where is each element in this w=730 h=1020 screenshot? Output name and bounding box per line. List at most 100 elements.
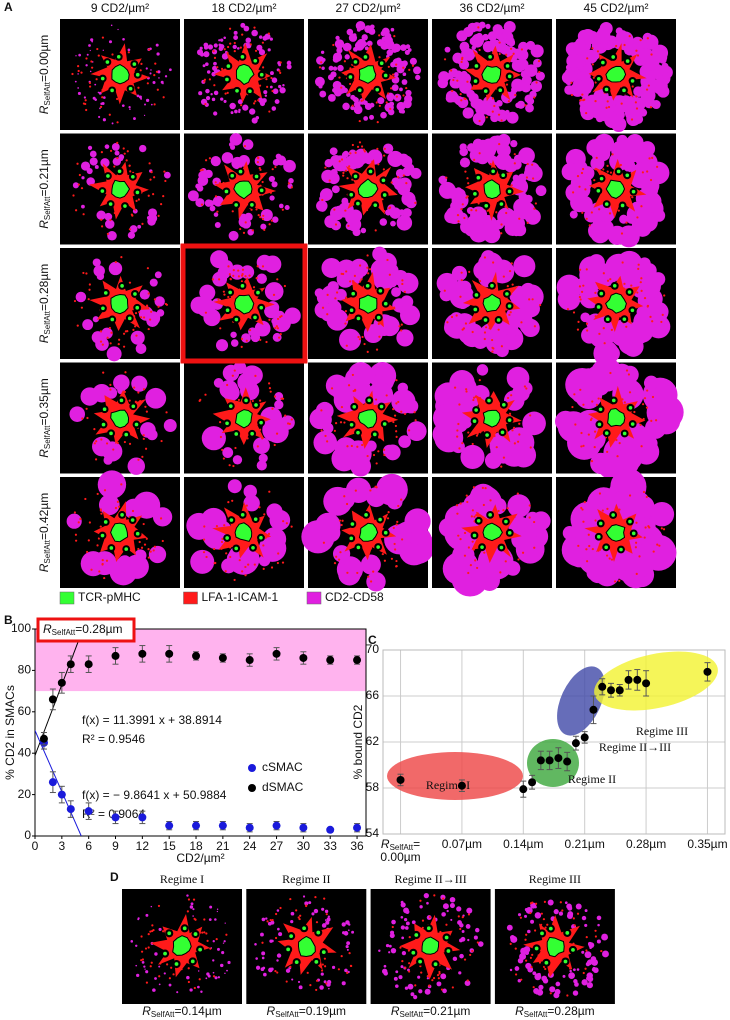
y-tick-label: 70	[366, 642, 380, 656]
tcr-microcluster	[227, 64, 231, 68]
tcr-microcluster	[241, 284, 245, 288]
data-point	[67, 660, 75, 668]
cd2-cluster	[145, 388, 166, 409]
cd2-cluster	[510, 935, 515, 940]
cd2-cluster	[526, 41, 535, 50]
cd2-cluster	[363, 116, 368, 121]
tcr-microcluster	[498, 88, 502, 92]
lfa-speck	[583, 972, 585, 974]
lfa-speck	[600, 950, 602, 952]
cd2-cluster	[488, 31, 498, 41]
lfa-speck	[397, 176, 399, 178]
tcr-microcluster	[259, 306, 263, 310]
data-point	[192, 652, 200, 660]
lfa-speck	[272, 168, 274, 170]
symbol: R	[37, 449, 51, 458]
lfa-speck	[646, 407, 648, 409]
lfa-speck	[232, 465, 234, 467]
lfa-speck	[78, 70, 80, 72]
lfa-speck	[414, 411, 416, 413]
tcr-microcluster	[501, 173, 505, 177]
cd2-cluster	[269, 195, 274, 200]
lfa-speck	[386, 394, 388, 396]
lfa-speck	[529, 504, 531, 506]
lfa-speck	[472, 443, 474, 445]
lfa-speck	[444, 58, 446, 60]
legend-marker	[248, 784, 256, 792]
lfa-speck	[505, 560, 507, 562]
cd2-cluster	[366, 572, 385, 591]
lfa-speck	[456, 436, 458, 438]
simulation-image	[432, 363, 552, 474]
lfa-speck	[378, 336, 380, 338]
cd2-cluster	[212, 959, 214, 961]
lfa-speck	[216, 66, 218, 68]
lfa-speck	[217, 298, 219, 300]
tcr-microcluster	[600, 177, 604, 181]
lfa-speck	[467, 431, 469, 433]
lfa-speck	[324, 435, 326, 437]
cd2-cluster	[562, 71, 575, 84]
cd2-cluster	[112, 122, 114, 124]
tcr-microcluster	[500, 546, 504, 550]
lfa-speck	[80, 72, 82, 74]
cd2-cluster	[311, 912, 314, 915]
tcr-microcluster	[101, 77, 105, 81]
tcr-microcluster	[110, 318, 114, 322]
lfa-speck	[482, 487, 484, 489]
lfa-speck	[580, 445, 582, 447]
lfa-speck	[98, 570, 100, 572]
cd2-cluster	[437, 981, 442, 986]
image-title: Regime III	[529, 872, 581, 886]
cd2-cluster	[579, 70, 590, 81]
tcr-microcluster	[352, 405, 356, 409]
cd2-cluster	[315, 302, 332, 319]
lfa-speck	[123, 333, 125, 335]
data-point	[353, 824, 361, 832]
cd2-cluster	[413, 66, 421, 74]
tcr-microcluster	[259, 421, 263, 425]
simulation-image	[371, 889, 491, 1004]
lfa-speck	[271, 408, 273, 410]
tcr-microcluster	[597, 77, 601, 81]
lfa-speck	[395, 560, 397, 562]
x-tick-label: 0.35µm	[687, 837, 727, 851]
data-point	[192, 822, 200, 830]
lfa-speck	[445, 924, 447, 926]
lfa-speck	[531, 164, 533, 166]
cd2-cluster	[75, 81, 77, 83]
lfa-speck	[101, 225, 103, 227]
lfa-speck	[386, 259, 388, 261]
x-tick-label: 33	[324, 839, 338, 853]
lfa-speck	[590, 419, 592, 421]
lfa-speck	[128, 51, 130, 53]
lfa-speck	[187, 910, 189, 912]
cd2-cluster	[535, 912, 541, 918]
cd2-cluster	[380, 218, 388, 226]
lfa-speck	[429, 916, 431, 918]
lfa-speck	[477, 26, 479, 28]
cd2-cluster	[226, 970, 228, 972]
lfa-speck	[123, 147, 125, 149]
cd2-cluster	[351, 931, 354, 934]
lfa-speck	[234, 369, 236, 371]
lfa-speck	[84, 498, 86, 500]
lfa-speck	[158, 975, 160, 977]
lfa-speck	[586, 323, 588, 325]
lfa-speck	[475, 209, 477, 211]
lfa-speck	[125, 330, 127, 332]
tcr-microcluster	[253, 316, 257, 320]
lfa-speck	[393, 35, 395, 37]
tcr-microcluster	[540, 932, 544, 936]
lfa-speck	[268, 32, 270, 34]
tcr-microcluster	[375, 88, 379, 92]
lfa-speck	[620, 164, 622, 166]
cd2-cluster	[319, 91, 326, 98]
cd2-cluster	[81, 387, 99, 405]
data-point	[572, 739, 580, 747]
x-axis-label: CD2/µm²	[176, 851, 224, 865]
cd2-cluster	[213, 940, 215, 942]
cd2-cluster	[425, 989, 431, 995]
cd2-cluster	[333, 56, 340, 63]
tcr-microcluster	[235, 89, 239, 93]
